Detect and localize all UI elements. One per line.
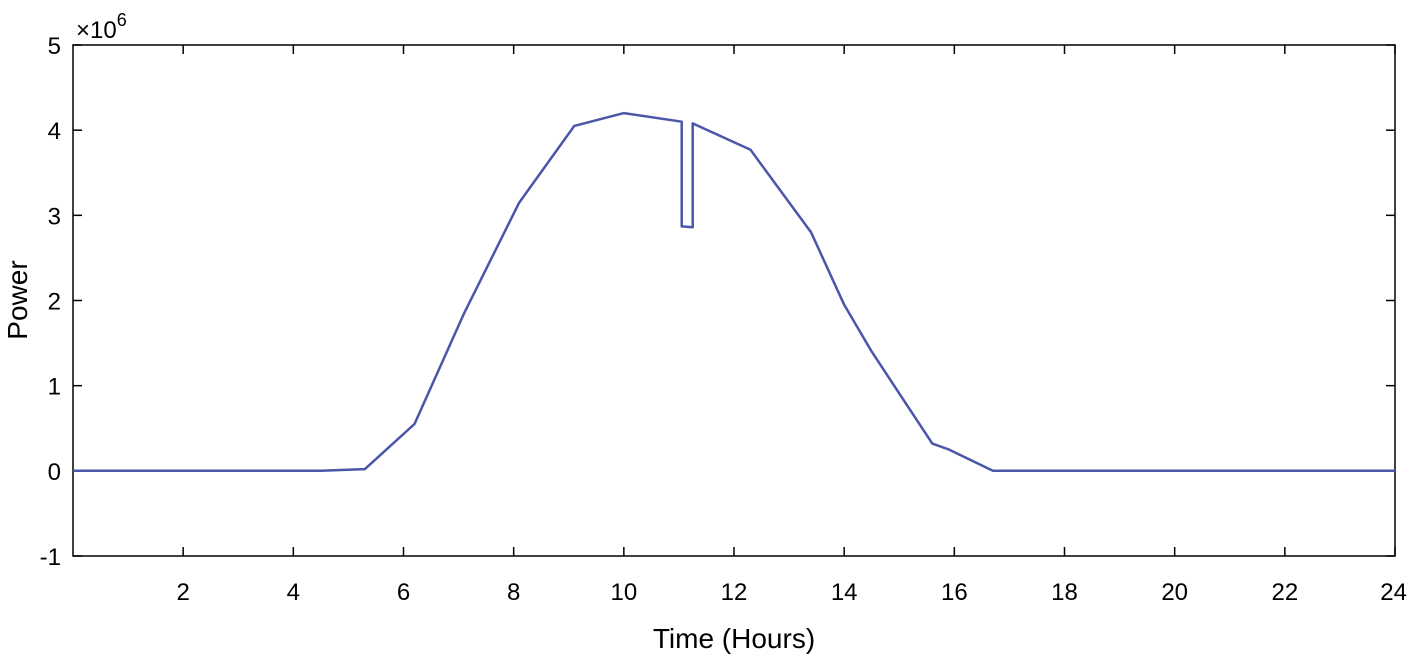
y-tick-label: 2	[48, 289, 61, 316]
x-tick-label: 6	[397, 579, 410, 606]
y-tick-label: 3	[48, 203, 61, 230]
x-tick-label: 14	[831, 579, 858, 606]
x-tick-label: 24	[1380, 579, 1407, 606]
x-tick-label: 8	[507, 579, 520, 606]
x-tick-label: 4	[287, 579, 300, 606]
y-multiplier-exponent: 6	[117, 10, 127, 30]
x-tick-label: 10	[610, 579, 637, 606]
y-tick-label: 4	[48, 118, 61, 145]
y-axis-label: Power	[2, 260, 33, 339]
x-tick-label: 12	[721, 579, 748, 606]
x-tick-label: 22	[1271, 579, 1298, 606]
y-tick-label: 1	[48, 374, 61, 401]
x-tick-label: 16	[941, 579, 968, 606]
power-series-line	[73, 111, 1395, 473]
x-tick-label: 2	[176, 579, 189, 606]
y-tick-label: 0	[48, 459, 61, 486]
x-axis-ticks: 2 4 6 8 10 12 14 16 18 20 22 24	[176, 45, 1407, 606]
plot-area-frame	[72, 44, 1396, 557]
y-axis-ticks: -1 0 1 2 3 4 5	[40, 33, 1395, 571]
x-tick-label: 18	[1051, 579, 1078, 606]
x-axis-label: Time (Hours)	[653, 623, 815, 654]
x-tick-label: 20	[1161, 579, 1188, 606]
y-multiplier-label: ×106	[76, 10, 127, 44]
y-tick-label: -1	[40, 544, 61, 571]
y-tick-label: 5	[48, 33, 61, 60]
series-layer	[73, 111, 1395, 473]
y-multiplier-base: ×10	[76, 17, 117, 44]
